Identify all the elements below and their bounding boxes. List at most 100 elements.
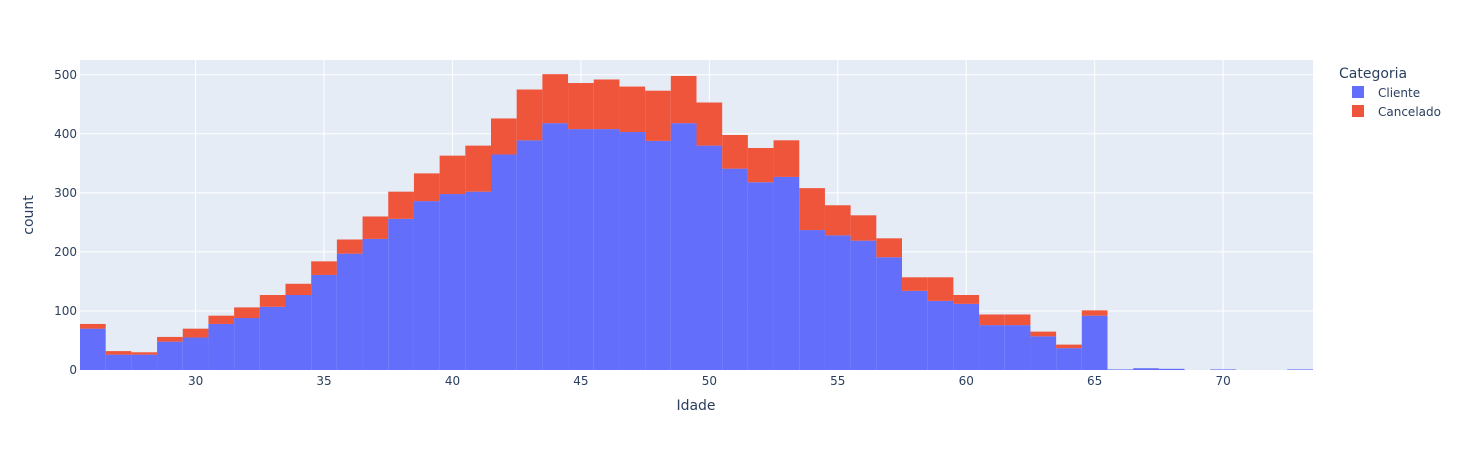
bar-cliente-36[interactable] — [1004, 325, 1031, 370]
bar-cancelado-38[interactable] — [1056, 344, 1082, 349]
bar-cliente-14[interactable] — [439, 194, 466, 370]
bars — [80, 74, 1313, 370]
bar-cancelado-6[interactable] — [234, 307, 260, 319]
bar-cancelado-31[interactable] — [876, 238, 902, 258]
bar-cancelado-3[interactable] — [157, 336, 183, 342]
bar-cliente-2[interactable] — [131, 354, 158, 370]
bar-cliente-3[interactable] — [157, 341, 183, 370]
bar-cliente-5[interactable] — [208, 323, 235, 370]
legend-label-cancelado: Cancelado — [1378, 105, 1441, 119]
bar-cancelado-15[interactable] — [465, 145, 491, 192]
bar-cliente-41[interactable] — [1133, 368, 1159, 370]
bar-cancelado-36[interactable] — [1004, 314, 1031, 326]
y-tick-label: 500 — [54, 68, 77, 82]
x-tick-label: 35 — [316, 374, 331, 388]
bar-cliente-20[interactable] — [593, 129, 620, 370]
bar-cliente-19[interactable] — [568, 129, 594, 370]
y-axis-title: count — [21, 195, 37, 235]
bar-cliente-40[interactable] — [1107, 369, 1134, 370]
bar-cliente-35[interactable] — [979, 325, 1005, 370]
bar-cliente-37[interactable] — [1030, 336, 1057, 370]
bar-cliente-4[interactable] — [182, 337, 209, 370]
x-axis-ticks: 30 35 40 45 50 55 60 65 70 — [188, 374, 1231, 388]
bar-cliente-8[interactable] — [285, 295, 312, 370]
bar-cancelado-12[interactable] — [388, 191, 414, 219]
bar-cancelado-22[interactable] — [645, 90, 671, 141]
bar-cancelado-10[interactable] — [336, 239, 363, 254]
bar-cliente-30[interactable] — [850, 240, 877, 370]
y-tick-label: 100 — [54, 304, 77, 318]
x-tick-label: 40 — [445, 374, 460, 388]
bar-cancelado-17[interactable] — [516, 89, 543, 141]
bar-cliente-23[interactable] — [670, 123, 697, 370]
bar-cancelado-35[interactable] — [979, 314, 1005, 326]
bar-cliente-28[interactable] — [799, 230, 825, 370]
bar-cancelado-25[interactable] — [722, 134, 748, 169]
bar-cliente-15[interactable] — [465, 191, 491, 370]
legend-item-cancelado[interactable]: Cancelado — [1352, 105, 1441, 119]
bar-cliente-38[interactable] — [1056, 348, 1082, 370]
legend-item-cliente[interactable]: Cliente — [1352, 86, 1420, 100]
bar-cliente-18[interactable] — [542, 123, 569, 370]
bar-cancelado-8[interactable] — [285, 283, 312, 296]
legend-title: Categoria — [1339, 66, 1407, 82]
bar-cliente-26[interactable] — [747, 182, 774, 370]
bar-cliente-12[interactable] — [388, 218, 414, 370]
bar-cancelado-39[interactable] — [1081, 310, 1108, 316]
bar-cancelado-2[interactable] — [131, 352, 158, 355]
bar-cancelado-27[interactable] — [773, 140, 800, 177]
bar-cliente-11[interactable] — [362, 238, 389, 370]
bar-cancelado-33[interactable] — [927, 277, 954, 301]
bar-cliente-17[interactable] — [516, 140, 543, 370]
bar-cliente-0[interactable] — [80, 328, 106, 370]
bar-cliente-25[interactable] — [722, 168, 748, 370]
bar-cliente-24[interactable] — [696, 145, 723, 370]
legend: Categoria Cliente Cancelado — [1339, 66, 1441, 119]
bar-cliente-42[interactable] — [1158, 368, 1185, 370]
bar-cancelado-29[interactable] — [824, 205, 851, 236]
bar-cancelado-4[interactable] — [182, 328, 209, 338]
bar-cliente-21[interactable] — [619, 132, 646, 370]
x-tick-label: 55 — [830, 374, 845, 388]
bar-cancelado-28[interactable] — [799, 188, 825, 231]
bar-cancelado-13[interactable] — [413, 173, 440, 202]
bar-cancelado-18[interactable] — [542, 74, 569, 124]
bar-cliente-39[interactable] — [1081, 315, 1108, 370]
bar-cliente-13[interactable] — [413, 201, 440, 370]
bar-cancelado-5[interactable] — [208, 315, 235, 324]
legend-swatch-cliente — [1352, 86, 1364, 98]
x-tick-label: 50 — [702, 374, 717, 388]
bar-cliente-9[interactable] — [311, 274, 337, 370]
bar-cliente-47[interactable] — [1287, 369, 1313, 370]
bar-cliente-27[interactable] — [773, 176, 800, 370]
bar-cliente-34[interactable] — [953, 303, 980, 370]
bar-cliente-22[interactable] — [645, 140, 671, 370]
bar-cliente-32[interactable] — [902, 290, 928, 370]
bar-cliente-29[interactable] — [824, 235, 851, 370]
bar-cancelado-0[interactable] — [80, 323, 106, 329]
bar-cliente-16[interactable] — [491, 154, 517, 370]
bar-cancelado-1[interactable] — [105, 351, 132, 355]
bar-cancelado-34[interactable] — [953, 295, 980, 304]
bar-cancelado-37[interactable] — [1030, 331, 1057, 337]
bar-cancelado-26[interactable] — [747, 147, 774, 183]
bar-cancelado-14[interactable] — [439, 155, 466, 195]
bar-cancelado-7[interactable] — [259, 295, 286, 307]
bar-cancelado-24[interactable] — [696, 102, 723, 146]
bar-cliente-10[interactable] — [336, 253, 363, 370]
bar-cancelado-20[interactable] — [593, 79, 620, 130]
bar-cancelado-16[interactable] — [491, 118, 517, 155]
bar-cancelado-19[interactable] — [568, 83, 594, 130]
bar-cancelado-30[interactable] — [850, 215, 877, 241]
bar-cliente-33[interactable] — [927, 300, 954, 370]
bar-cliente-7[interactable] — [259, 306, 286, 370]
bar-cliente-44[interactable] — [1210, 369, 1236, 370]
bar-cliente-1[interactable] — [105, 354, 132, 370]
bar-cancelado-11[interactable] — [362, 216, 389, 239]
bar-cancelado-23[interactable] — [670, 75, 697, 124]
bar-cliente-31[interactable] — [876, 257, 902, 370]
bar-cancelado-32[interactable] — [902, 277, 928, 291]
bar-cancelado-21[interactable] — [619, 86, 646, 133]
bar-cliente-6[interactable] — [234, 318, 260, 370]
bar-cancelado-9[interactable] — [311, 261, 337, 275]
